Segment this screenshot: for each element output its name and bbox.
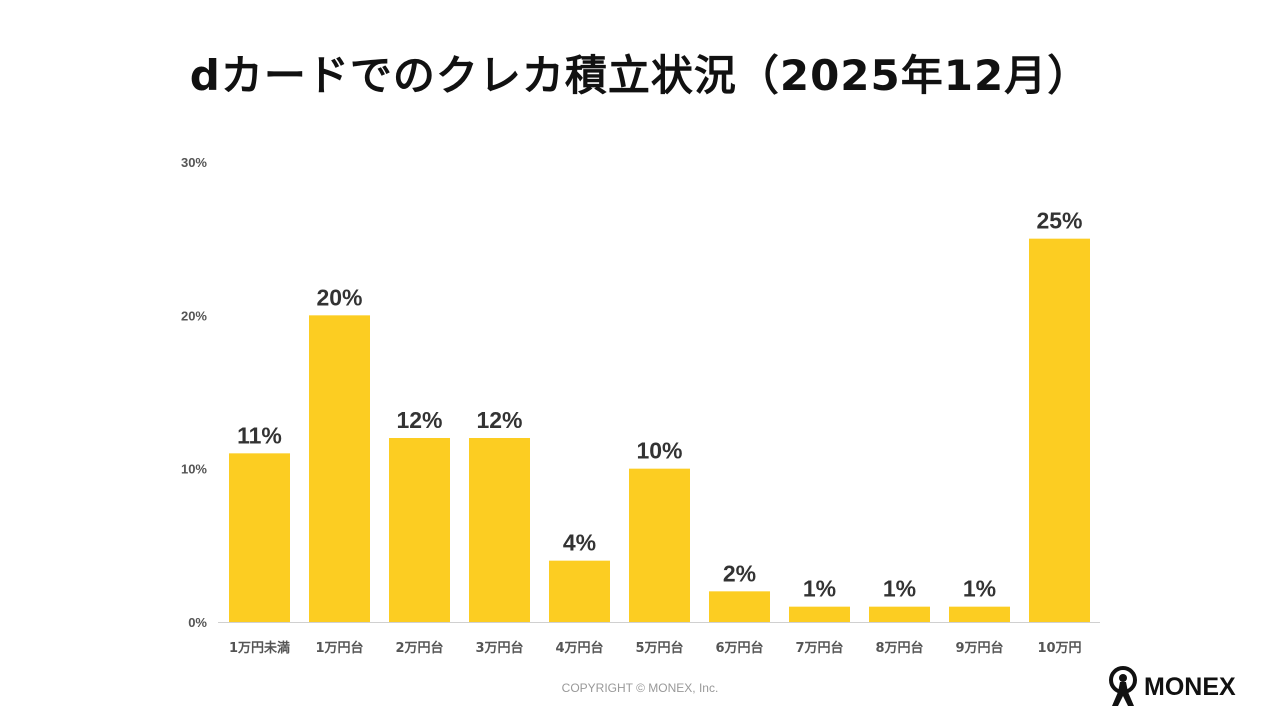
x-tick-label: 1万円未満 (229, 640, 290, 656)
y-tick-label: 10% (181, 462, 207, 477)
bar (309, 315, 370, 622)
x-tick-label: 8万円台 (875, 640, 923, 656)
bar (869, 606, 930, 622)
y-tick-label: 20% (181, 308, 207, 323)
x-tick-label: 3万円台 (475, 640, 523, 656)
y-tick-label: 30% (181, 155, 207, 170)
monex-emblem-icon (1109, 666, 1137, 706)
logo-text: MONEX (1144, 672, 1236, 701)
copyright-text: COPYRIGHT © MONEX, Inc. (561, 681, 719, 695)
bar (709, 591, 770, 622)
bar (1029, 238, 1090, 622)
chart-title: dカードでのクレカ積立状況（2025年12月） (189, 51, 1091, 100)
data-label: 1% (803, 576, 836, 602)
bar (469, 438, 530, 622)
bar (949, 606, 1010, 622)
bar (549, 560, 610, 622)
data-label: 11% (237, 422, 282, 448)
x-tick-label: 5万円台 (635, 640, 683, 656)
bar (629, 468, 690, 622)
data-label: 20% (316, 284, 362, 310)
x-tick-label: 2万円台 (395, 640, 443, 656)
x-tick-label: 10万円 (1037, 641, 1081, 656)
x-tick-label: 6万円台 (715, 640, 763, 656)
data-label: 12% (476, 407, 522, 433)
x-tick-label: 9万円台 (955, 640, 1003, 656)
bar-chart: 0% 10% 20% 30% 11% 1万円未満 20% 1万円台 12% 2万円台 12% 3万円台… (181, 155, 1100, 656)
data-label: 2% (723, 560, 756, 586)
x-tick-label: 7万円台 (795, 640, 843, 656)
y-tick-label: 0% (188, 615, 207, 630)
bar (389, 438, 450, 622)
x-tick-label: 4万円台 (555, 640, 603, 656)
data-label: 1% (963, 576, 996, 602)
data-label: 1% (883, 576, 916, 602)
bar (229, 453, 290, 622)
data-label: 4% (563, 530, 596, 556)
data-label: 12% (396, 407, 442, 433)
bar (789, 606, 850, 622)
monex-logo: MONEX (1106, 666, 1236, 708)
x-tick-label: 1万円台 (315, 640, 363, 656)
data-label: 25% (1036, 208, 1082, 234)
data-label: 10% (636, 438, 682, 464)
